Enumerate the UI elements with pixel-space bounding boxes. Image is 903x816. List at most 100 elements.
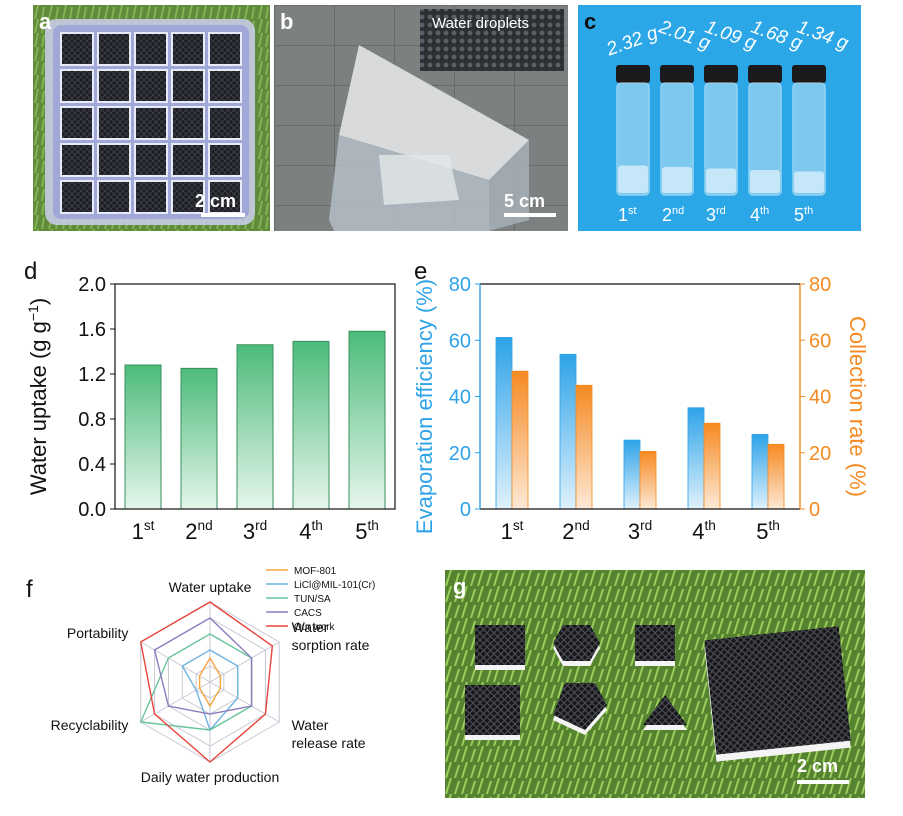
tray-cell (60, 106, 94, 140)
right-y-tick-label: 40 (809, 387, 831, 409)
radar-axis-label: Water (292, 717, 329, 733)
tray-cell (97, 106, 131, 140)
x-tick-label: 4th (692, 518, 716, 544)
radar-series-cacs (153, 617, 253, 715)
panel-a-label: a (39, 9, 52, 34)
vial-body (792, 82, 826, 196)
collection-bar (575, 384, 593, 510)
vial-cycle-suffix: rd (716, 205, 726, 217)
vial-cap (792, 65, 826, 83)
radar-axis-label: Water (292, 619, 329, 635)
vial-cap (660, 65, 694, 83)
panel-b-label: b (280, 9, 294, 34)
x-tick-label: 5th (355, 518, 379, 544)
right-y-tick-label: 0 (809, 499, 820, 521)
evaporation-bar (495, 337, 513, 510)
y-tick-label: 0.0 (78, 499, 106, 521)
legend-label: LiCl@MIL-101(Cr) (294, 580, 375, 591)
panel-g-scale-bar (797, 780, 849, 784)
vial-body (704, 82, 738, 196)
uptake-bar (124, 364, 162, 510)
left-y-tick-label: 80 (449, 274, 471, 296)
tray-cell (171, 106, 205, 140)
x-tick-label: 1st (501, 518, 524, 544)
vial-water (794, 171, 824, 193)
tray-photo-illustration (33, 5, 270, 231)
evaporation-bar (751, 434, 769, 510)
radar-spoke (209, 641, 280, 683)
tray-cell (60, 69, 94, 103)
tray-cell (60, 143, 94, 177)
x-tick-label: 3rd (243, 518, 267, 544)
shapes-photo-illustration (445, 570, 865, 798)
panel-e-chart: e 1st 2nd 3rd 4th 5th 0 0 20 20 40 40 60 60 80 80 Evapo… (410, 258, 880, 558)
vial-cycle-label: 4th (750, 205, 770, 225)
evaporation-bar (687, 407, 705, 510)
collection-bar (639, 450, 657, 510)
tray-cell (171, 69, 205, 103)
radar-axis-label: sorption rate (292, 637, 370, 653)
panel-b-inset-label: Water droplets (432, 15, 529, 32)
y-tick-label: 2.0 (78, 274, 106, 296)
panel-a-scale-text: 2 cm (195, 191, 237, 211)
tray-cell (97, 143, 131, 177)
vial-water (750, 170, 780, 193)
right-y-tick-label: 20 (809, 443, 831, 465)
right-y-tick-label: 80 (809, 274, 831, 296)
vial-cap (748, 65, 782, 83)
legend-label: CACS (294, 608, 322, 619)
radar-spoke (140, 641, 211, 683)
right-y-axis-label: Collection rate (%) (845, 316, 870, 497)
vial-cycle-suffix: st (628, 205, 637, 217)
performance-radar-chart: Water uptake Water sorption rate Water relea… (51, 566, 376, 785)
device-photo-illustration (274, 5, 568, 231)
vial-cycle-label: 5th (794, 205, 814, 225)
panel-f-chart: f Water uptake Water sorption rate Water rel… (20, 560, 430, 810)
vials-illustration (616, 65, 826, 196)
left-y-tick-label: 0 (460, 499, 471, 521)
y-tick-label: 1.6 (78, 319, 106, 341)
legend-label: MOF-801 (294, 566, 337, 577)
y-tick-label: 0.8 (78, 409, 106, 431)
water-uptake-chart: 1st 2nd 3rd 4th 5th 0.0 0.4 0.8 1.2 1.6 2.0 Water u… (25, 274, 396, 544)
tray-cell (134, 180, 168, 214)
panel-d-chart: d 1st 2nd 3rd 4th 5th 0.0 0.4 0.8 1.2 1.6 2.0 Water… (20, 258, 410, 558)
tray-cell (134, 69, 168, 103)
legend-label: Our work (294, 622, 336, 633)
left-y-tick-label: 40 (449, 387, 471, 409)
right-y-tick-label: 60 (809, 330, 831, 352)
panel-g-photo: g 2 cm (445, 570, 865, 798)
evaporation-bar (559, 353, 577, 510)
x-tick-label: 3rd (628, 518, 652, 544)
x-tick-label: 2nd (562, 518, 589, 544)
y-axis-label: Water uptake (g g−1) (25, 298, 51, 495)
panel-c-photo: c 2.32 g 2.01 g 1.09 g 1.68 g 1.34 g 1st… (578, 5, 861, 231)
vial-water (618, 165, 648, 193)
tray-cell (208, 143, 242, 177)
collection-bar (511, 370, 529, 510)
radar-spoke (140, 681, 211, 723)
panel-b-scale-bar (504, 213, 556, 217)
panel-f-label: f (26, 576, 33, 603)
panel-b-scale-text: 5 cm (504, 191, 546, 211)
uptake-bar (236, 344, 274, 510)
evaporation-bar (623, 439, 641, 510)
vial-cycle-label: 1st (618, 205, 637, 225)
vial-cycle-suffix: th (760, 205, 770, 217)
tray-cell (208, 69, 242, 103)
vial-cycle-suffix: nd (672, 205, 685, 217)
radar-series-our-work (139, 601, 274, 763)
tray-cell (60, 32, 94, 66)
x-tick-label: 2nd (185, 518, 212, 544)
collection-bar (767, 443, 785, 510)
panel-a-photo: a 2 cm (33, 5, 270, 231)
left-y-tick-label: 60 (449, 330, 471, 352)
tray-cell (171, 180, 205, 214)
plot-frame (114, 283, 396, 510)
uptake-bar (180, 367, 218, 510)
x-tick-label: 5th (756, 518, 780, 544)
tray-cell (97, 69, 131, 103)
panel-e-label: e (414, 258, 428, 285)
tray-cell (171, 143, 205, 177)
vial-cycle-suffix: th (804, 205, 814, 217)
